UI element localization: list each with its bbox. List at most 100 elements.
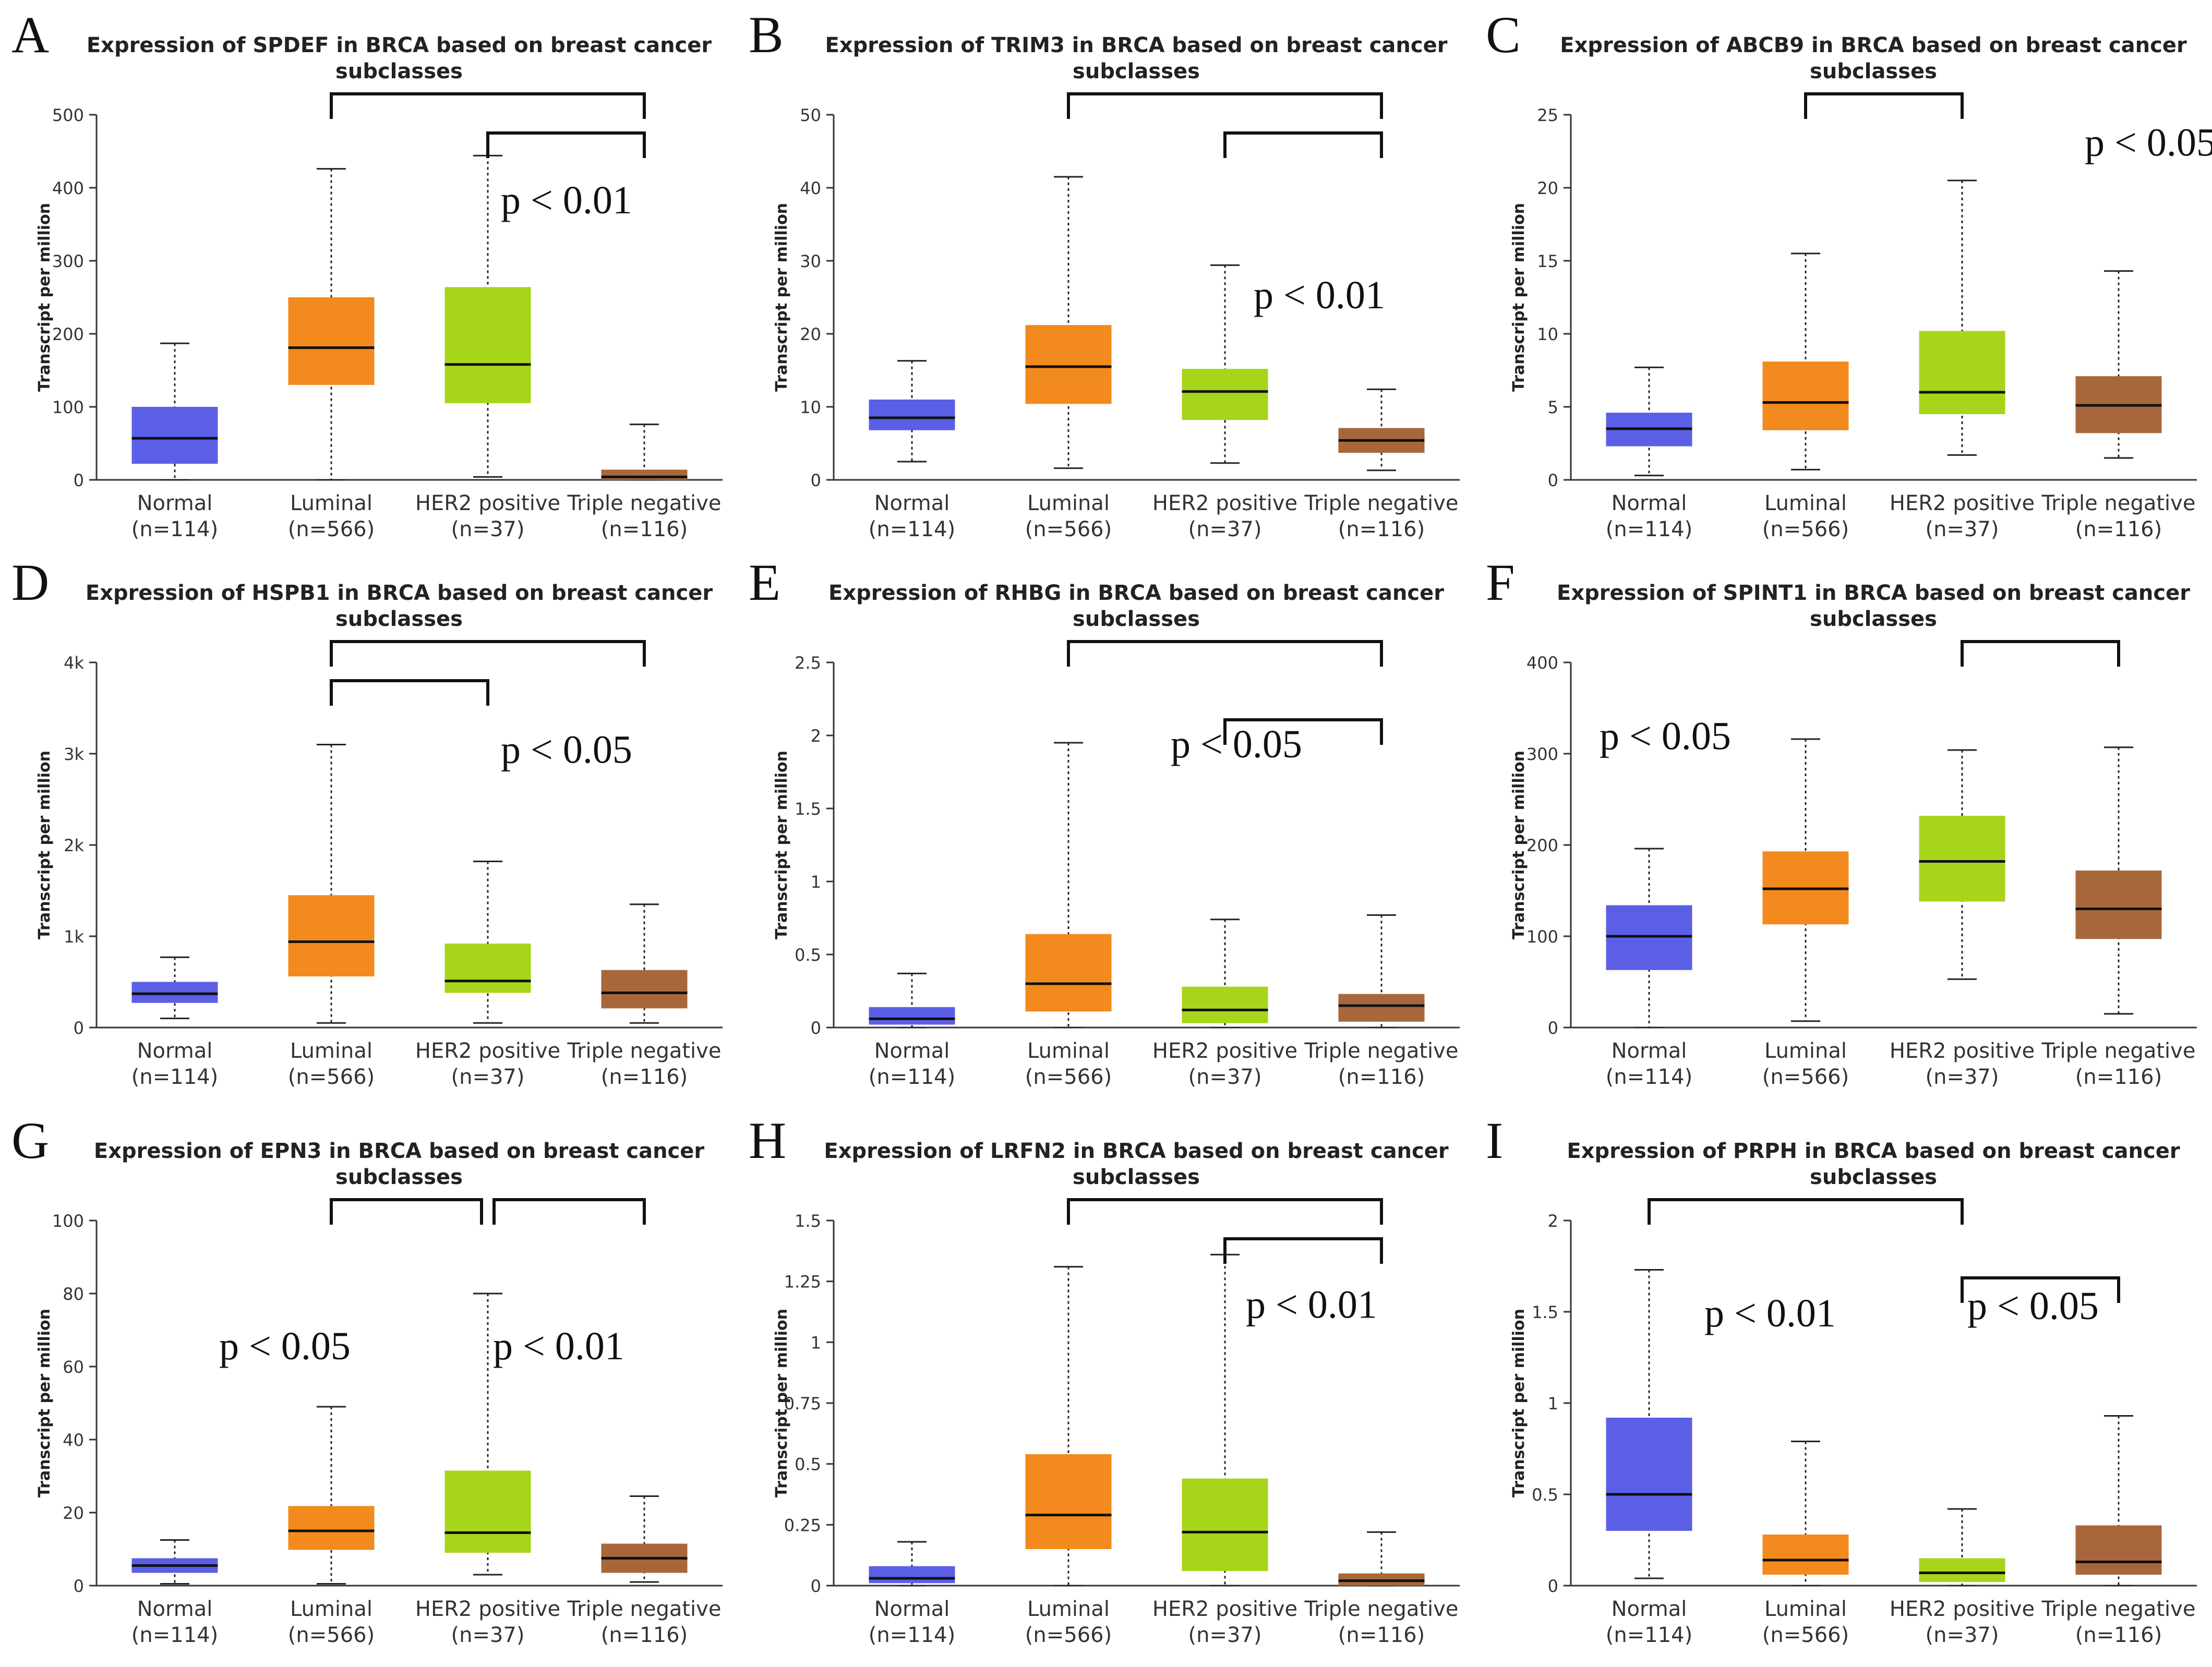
- box-triple-negative: [1338, 914, 1425, 1029]
- y-tick-label: 0: [1548, 1576, 1558, 1596]
- y-tick-label: 2: [811, 726, 821, 746]
- panel-letter: H: [749, 1112, 786, 1169]
- significance-bracket: [486, 131, 646, 158]
- y-axis-label: Transcript per million: [773, 1309, 791, 1497]
- significance-bracket: [1067, 640, 1383, 667]
- category-count: (n=566): [1762, 1065, 1849, 1089]
- panel-i: I Expression of PRPH in BRCA based on bre…: [1486, 1112, 2197, 1647]
- y-tick-label: 20: [800, 324, 821, 344]
- significance-bracket: [330, 1198, 483, 1225]
- significance-bracket: [1804, 92, 1964, 119]
- box-her2-positive: [444, 1292, 531, 1576]
- y-tick-label: 1.5: [1532, 1302, 1558, 1322]
- y-tick-label: 5: [1548, 397, 1558, 417]
- significance-bracket: [1223, 131, 1383, 158]
- category-label: Normal: [137, 491, 213, 515]
- p-value-annotation: p < 0.05: [501, 728, 632, 772]
- chart-title: subclasses: [335, 59, 463, 83]
- category-label: Normal: [1612, 1039, 1687, 1063]
- y-tick-label: 1: [811, 872, 821, 892]
- category-label: Normal: [1612, 491, 1687, 515]
- significance-bracket: [330, 92, 646, 119]
- y-tick-label: 0.75: [784, 1394, 821, 1414]
- box-iqr: [1919, 816, 2005, 902]
- chart-title: subclasses: [1073, 607, 1200, 631]
- category-label: Luminal: [1027, 491, 1110, 515]
- y-axis-label: Transcript per million: [1510, 1309, 1528, 1497]
- category-label: Luminal: [1764, 1039, 1847, 1063]
- y-tick-label: 300: [1526, 744, 1558, 764]
- panel-letter: I: [1486, 1112, 1503, 1169]
- y-tick-label: 0: [1548, 470, 1558, 490]
- box-iqr: [288, 297, 375, 385]
- box-triple-negative: [2075, 1415, 2162, 1587]
- box-her2-positive: [1182, 919, 1268, 1029]
- category-count: (n=114): [1606, 517, 1692, 541]
- box-triple-negative: [2075, 270, 2162, 459]
- box-normal: [131, 1539, 218, 1585]
- y-tick-label: 50: [800, 105, 821, 125]
- category-count: (n=114): [869, 1065, 955, 1089]
- box-her2-positive: [1182, 264, 1268, 464]
- category-label: Normal: [1612, 1597, 1687, 1621]
- box-luminal: [288, 744, 375, 1024]
- box-luminal: [288, 168, 375, 481]
- box-her2-positive: [444, 861, 531, 1024]
- y-tick-label: 30: [800, 251, 821, 271]
- y-axis-label: Transcript per million: [773, 203, 791, 392]
- category-count: (n=116): [2075, 1623, 2162, 1647]
- category-label: HER2 positive: [415, 1597, 560, 1621]
- category-count: (n=37): [1926, 1623, 1999, 1647]
- y-tick-label: 1.5: [795, 799, 821, 819]
- category-label: HER2 positive: [1890, 491, 2035, 515]
- category-count: (n=37): [1926, 1065, 1999, 1089]
- box-her2-positive: [1182, 1253, 1268, 1587]
- category-label: Luminal: [1027, 1039, 1110, 1063]
- p-value-annotation: p < 0.05: [1600, 714, 1731, 758]
- chart-title: subclasses: [335, 1165, 463, 1189]
- box-iqr: [2075, 1525, 2162, 1575]
- box-triple-negative: [1338, 388, 1425, 472]
- y-tick-label: 400: [1526, 653, 1558, 673]
- y-tick-label: 1k: [64, 927, 84, 947]
- category-label: Triple negative: [2041, 491, 2196, 515]
- box-triple-negative: [1338, 1531, 1425, 1587]
- category-count: (n=566): [1025, 1623, 1112, 1647]
- category-count: (n=566): [1762, 517, 1849, 541]
- box-iqr: [1606, 905, 1692, 970]
- y-tick-label: 0.5: [795, 945, 821, 965]
- y-tick-label: 20: [1537, 178, 1558, 198]
- y-tick-label: 200: [52, 324, 84, 344]
- y-tick-label: 15: [1537, 251, 1558, 271]
- significance-bracket: [1067, 1198, 1383, 1225]
- box-luminal: [288, 1406, 375, 1585]
- category-label: Luminal: [290, 1597, 372, 1621]
- y-tick-label: 300: [52, 251, 84, 271]
- box-normal: [1606, 848, 1692, 1029]
- category-label: Luminal: [290, 491, 372, 515]
- box-triple-negative: [2075, 746, 2162, 1015]
- y-tick-label: 200: [1526, 836, 1558, 855]
- box-iqr: [288, 1506, 375, 1550]
- y-axis-label: Transcript per million: [35, 203, 54, 392]
- category-count: (n=114): [1606, 1623, 1692, 1647]
- box-triple-negative: [601, 903, 688, 1024]
- box-luminal: [1025, 742, 1112, 1029]
- category-label: Triple negative: [2041, 1039, 2196, 1063]
- y-tick-label: 100: [52, 1211, 84, 1231]
- chart-title: subclasses: [335, 607, 463, 631]
- category-count: (n=116): [2075, 1065, 2162, 1089]
- y-tick-label: 1.5: [795, 1211, 821, 1231]
- panel-f: F Expression of SPINT1 in BRCA based on b…: [1486, 553, 2197, 1089]
- category-count: (n=37): [1188, 1065, 1262, 1089]
- category-count: (n=37): [1926, 517, 1999, 541]
- y-axis-label: Transcript per million: [1510, 751, 1528, 939]
- panel-h: H Expression of LRFN2 in BRCA based on br…: [749, 1112, 1460, 1647]
- box-normal: [1606, 1269, 1692, 1579]
- y-tick-label: 2.5: [795, 653, 821, 673]
- panel-letter: G: [11, 1112, 49, 1169]
- category-count: (n=114): [869, 517, 955, 541]
- category-label: HER2 positive: [1152, 491, 1297, 515]
- category-count: (n=566): [288, 1623, 375, 1647]
- y-tick-label: 2k: [64, 836, 84, 855]
